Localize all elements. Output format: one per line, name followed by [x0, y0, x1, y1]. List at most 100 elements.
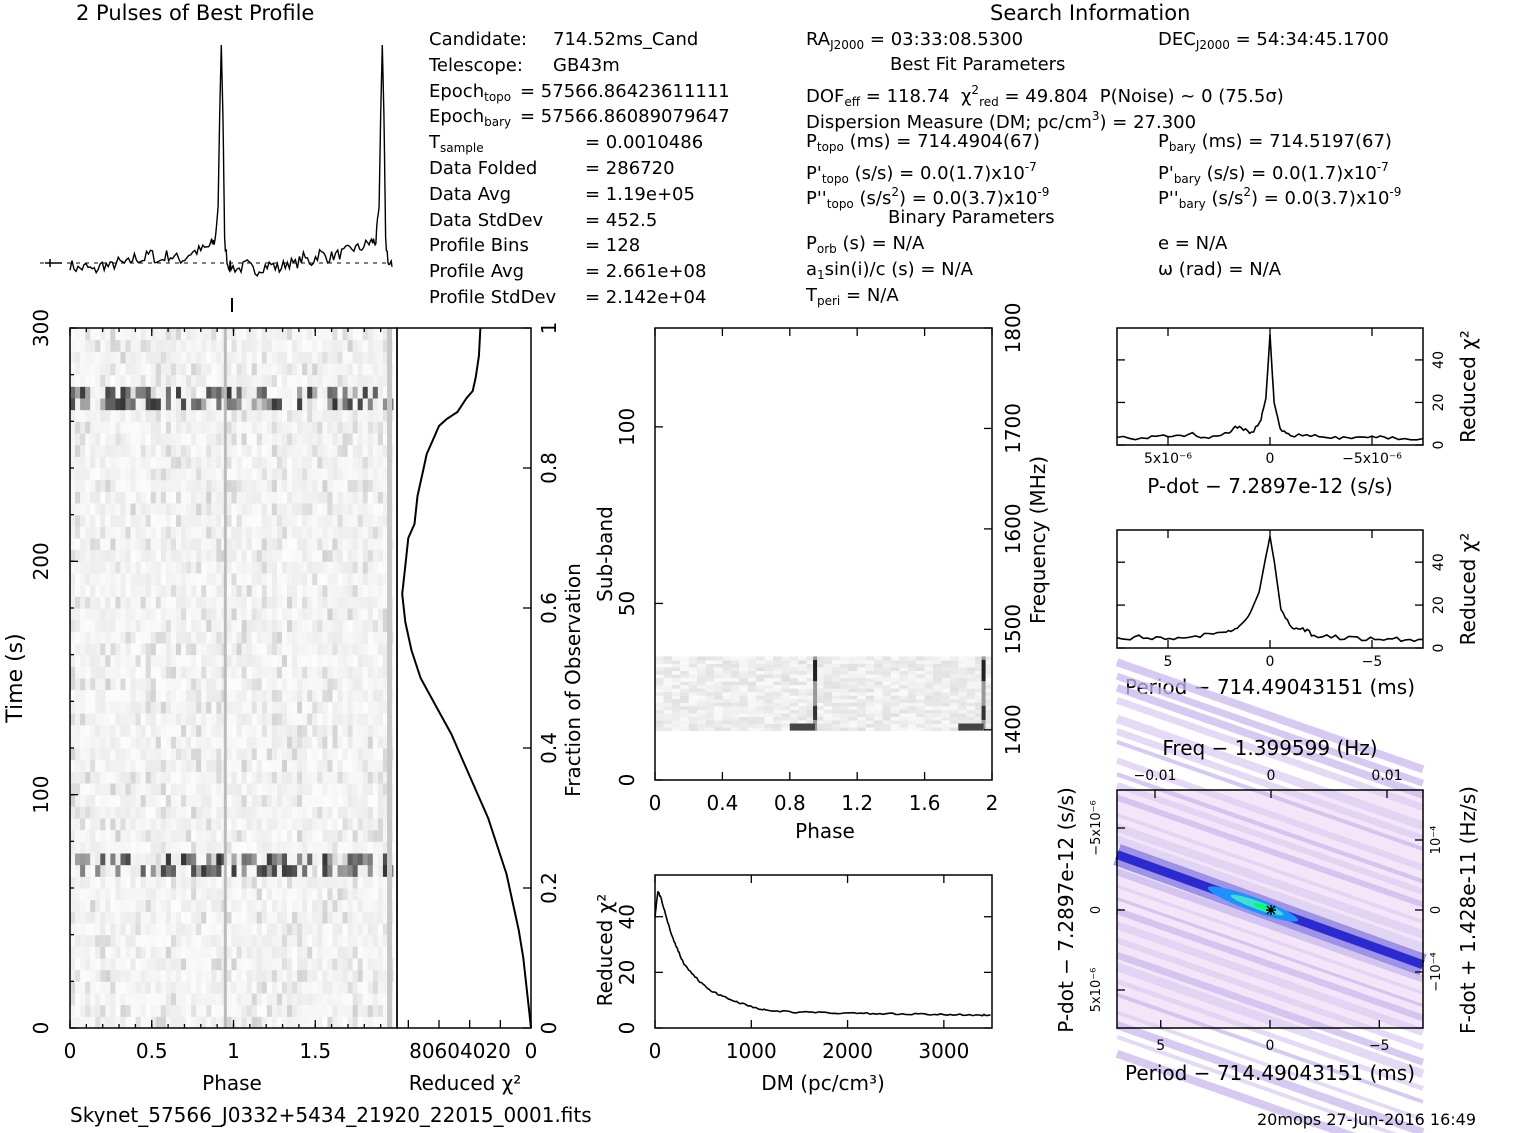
time-phase-cell	[352, 981, 359, 994]
subband-cell	[857, 695, 867, 700]
time-phase-cell	[150, 468, 157, 481]
time-phase-cell	[357, 678, 364, 691]
time-phase-cell	[347, 888, 354, 901]
subband-cell	[890, 705, 900, 710]
time-phase-cell	[236, 853, 243, 866]
time-phase-cell	[155, 794, 162, 807]
time-phase-cell	[276, 876, 283, 889]
time-phase-cell	[170, 573, 177, 586]
subband-cell	[655, 656, 664, 661]
time-phase-cell	[115, 724, 121, 737]
subband-cell	[764, 695, 774, 700]
time-phase-cell	[100, 736, 106, 749]
time-phase-cell	[80, 584, 86, 597]
time-phase-cell	[226, 1016, 232, 1029]
time-phase-cell	[226, 491, 232, 504]
time-phase-cell	[337, 969, 344, 982]
time-phase-cell	[186, 748, 192, 761]
time-phase-cell	[266, 969, 273, 982]
time-phase-cell	[312, 491, 318, 504]
subband-cell	[890, 663, 900, 668]
time-phase-cell	[201, 526, 207, 539]
time-phase-cell	[337, 876, 344, 889]
time-phase-cell	[266, 526, 273, 539]
time-phase-cell	[377, 573, 384, 586]
time-phase-cell	[110, 934, 116, 947]
time-phase-cell	[362, 946, 369, 959]
time-phase-cell	[246, 736, 253, 749]
time-phase-cell	[191, 853, 197, 866]
time-phase-cell	[302, 421, 308, 434]
ppdot-streak	[1115, 782, 1425, 895]
time-phase-cell	[191, 1004, 197, 1017]
time-phase-cell	[100, 993, 106, 1006]
subband-cell	[739, 727, 749, 732]
time-phase-cell	[337, 794, 344, 807]
time-phase-cell	[80, 853, 86, 866]
time-phase-cell	[362, 339, 369, 352]
time-phase-cell	[261, 736, 268, 749]
time-phase-cell	[95, 736, 101, 749]
time-phase-cell	[271, 608, 278, 621]
time-phase-cell	[120, 386, 127, 399]
time-phase-cell	[281, 619, 288, 632]
time-phase-cell	[271, 1004, 278, 1017]
time-phase-cell	[165, 701, 172, 714]
time-phase-cell	[322, 958, 328, 971]
time-phase-cell	[95, 818, 101, 831]
freq-ytick-label: 1700	[1001, 403, 1025, 454]
time-phase-cell	[110, 876, 116, 889]
time-phase-cell	[287, 748, 293, 761]
time-phase-cell	[115, 351, 121, 364]
subband-cell	[789, 702, 799, 707]
time-phase-cell	[266, 864, 273, 877]
time-phase-cell	[337, 853, 344, 866]
time-phase-cell	[80, 736, 86, 749]
subband-cell	[772, 663, 782, 668]
time-phase-cell	[266, 339, 273, 352]
time-phase-cell	[175, 363, 182, 376]
subband-cell	[781, 702, 791, 707]
time-phase-cell	[266, 713, 273, 726]
time-phase-cell	[216, 328, 222, 341]
time-phase-cell	[377, 479, 384, 492]
time-phase-cell	[115, 456, 121, 469]
ppdot-streak	[1115, 823, 1425, 939]
time-phase-cell	[322, 888, 328, 901]
time-phase-cell	[90, 678, 96, 691]
time-phase-cell	[367, 818, 374, 831]
time-phase-cell	[70, 829, 76, 842]
time-phase-cell	[372, 654, 379, 667]
pdot-ytick-label: 20	[1431, 394, 1447, 412]
subband-cell	[924, 695, 934, 700]
time-phase-cell	[377, 351, 384, 364]
time-phase-cell	[85, 386, 91, 399]
time-phase-cell	[246, 549, 253, 562]
time-phase-cell	[382, 514, 389, 527]
time-phase-cell	[186, 853, 192, 866]
time-phase-cell	[261, 724, 268, 737]
time-phase-cell	[150, 876, 157, 889]
time-phase-cell	[165, 888, 172, 901]
time-phase-cell	[95, 409, 101, 422]
time-phase-cell	[186, 573, 192, 586]
time-phase-cell	[261, 783, 268, 796]
time-phase-cell	[236, 561, 243, 574]
time-phase-cell	[236, 328, 243, 341]
time-phase-cell	[226, 759, 232, 772]
subband-cell	[874, 691, 883, 696]
time-phase-cell	[115, 1016, 121, 1029]
subband-cell	[865, 674, 875, 679]
time-phase-cell	[105, 468, 111, 481]
time-phase-cell	[181, 433, 187, 446]
time-phase-cell	[312, 853, 318, 866]
time-phase-cell	[342, 631, 349, 644]
time-phase-cell	[181, 584, 187, 597]
subband-cell	[772, 702, 782, 707]
time-phase-cell	[100, 899, 106, 912]
time-phase-cell	[160, 538, 167, 551]
subband-cell	[789, 674, 799, 679]
time-phase-cell	[105, 888, 111, 901]
pdot-xtick-label: 5x10⁻⁶	[1144, 451, 1192, 467]
